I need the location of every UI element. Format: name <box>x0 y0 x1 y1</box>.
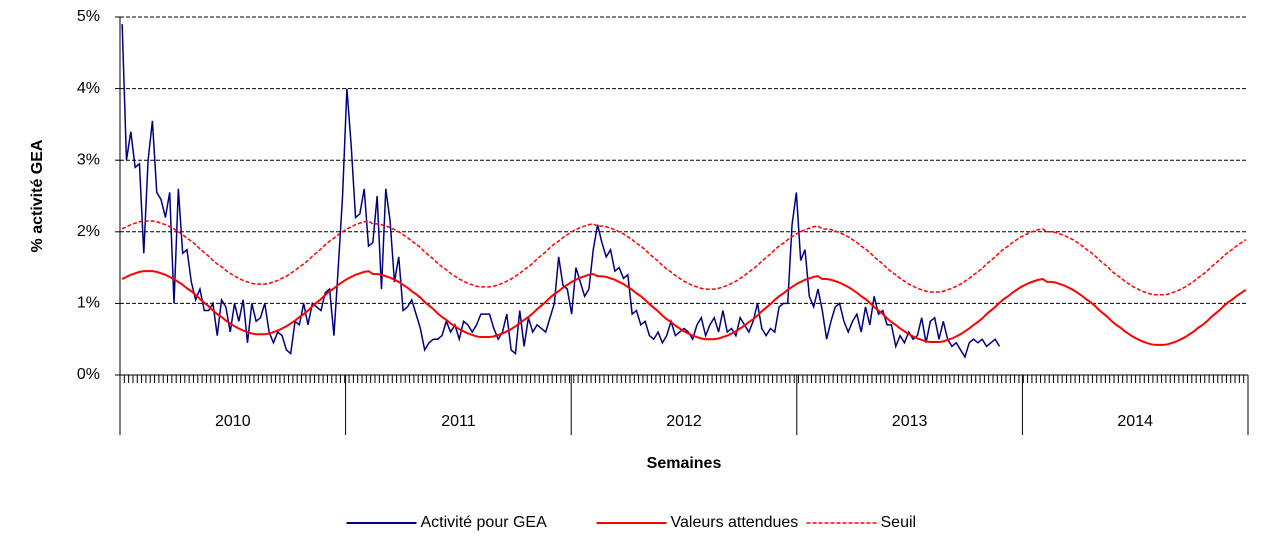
y-axis-title: % activité GEA <box>29 139 46 252</box>
x-tick-label: 2011 <box>441 413 476 430</box>
x-tick-label: 2013 <box>892 413 928 430</box>
x-tick-label: 2012 <box>666 413 702 430</box>
x-week-ticks <box>119 375 1249 383</box>
y-tick-label: 2% <box>77 223 100 240</box>
legend-label: Activité pour GEA <box>421 514 548 531</box>
legend-label: Seuil <box>881 514 917 531</box>
y-tick-label: 0% <box>77 366 100 383</box>
y-tick-label: 1% <box>77 295 100 312</box>
x-tick-label: 2014 <box>1117 413 1153 430</box>
y-tick-label: 4% <box>77 80 100 97</box>
x-axis-title: Semaines <box>647 455 722 472</box>
y-tick-label: 5% <box>77 8 100 25</box>
series-line <box>121 220 1247 296</box>
x-tick-label: 2010 <box>215 413 251 430</box>
legend-label: Valeurs attendues <box>671 514 799 531</box>
series-line <box>121 24 1001 359</box>
series-line <box>121 270 1247 346</box>
y-tick-label: 3% <box>77 151 100 168</box>
